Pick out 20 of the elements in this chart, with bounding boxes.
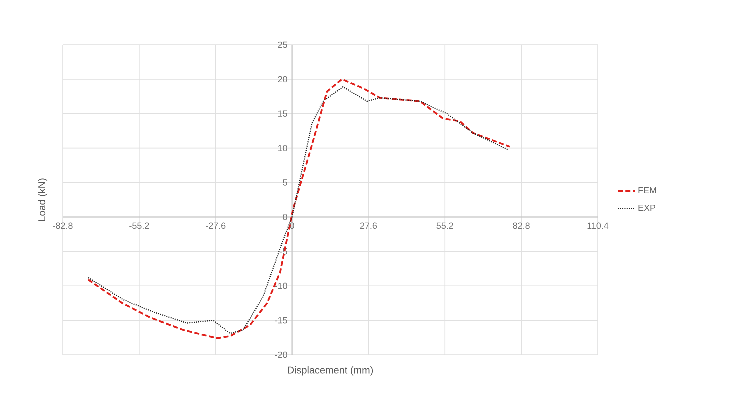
y-tick-label: 25 <box>278 42 288 48</box>
y-tick-label: -10 <box>275 282 288 290</box>
y-axis-title: Load (kN) <box>38 178 48 222</box>
x-tick-label: 110.4 <box>588 222 609 230</box>
y-tick-label: 10 <box>278 145 288 152</box>
y-tick-label: 15 <box>278 110 288 118</box>
x-axis-title: Displacement (mm) <box>288 366 374 376</box>
y-tick-label: -20 <box>275 352 288 358</box>
legend-label: EXP <box>638 204 656 212</box>
x-tick-label: 27.6 <box>360 222 378 230</box>
x-tick-label: -82.8 <box>53 222 73 230</box>
x-tick-label: -27.6 <box>206 222 226 230</box>
y-tick-label: 0 <box>283 214 288 220</box>
y-tick-label: -15 <box>275 317 288 324</box>
y-tick-label: 20 <box>278 76 288 83</box>
x-tick-label: -55.2 <box>130 222 150 230</box>
y-tick-label: 5 <box>283 180 288 186</box>
x-tick-label: 82.8 <box>513 222 530 230</box>
x-tick-label: 55.2 <box>436 222 454 230</box>
legend-label: FEM <box>638 187 656 194</box>
